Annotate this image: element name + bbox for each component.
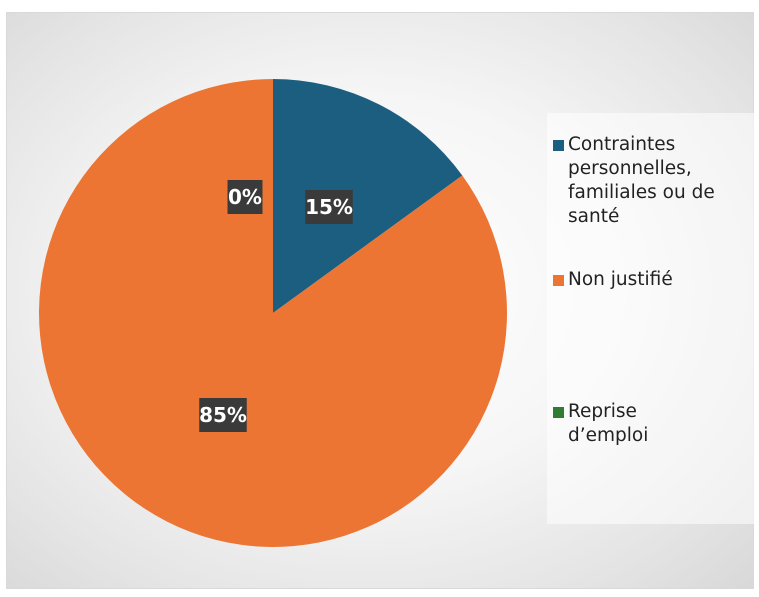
chart-area: 15% 85% 0% Contraintes personnelles, famil… xyxy=(6,12,755,589)
data-label-reprise-emploi: 0% xyxy=(227,180,263,214)
legend-swatch-reprise-emploi xyxy=(553,407,564,418)
data-label-box-reprise-emploi xyxy=(227,180,263,214)
data-label-non-justifie: 85% xyxy=(199,398,247,432)
legend-label-reprise-emploi: Reprise d’emploi xyxy=(568,401,649,446)
legend: Contraintes personnelles, familiales ou … xyxy=(547,113,755,524)
legend-label-contraintes: Contraintes personnelles, familiales ou … xyxy=(568,134,715,227)
legend-item-non-justifie: Non justifié xyxy=(553,268,718,292)
legend-label-non-justifie: Non justifié xyxy=(568,269,673,290)
data-label-text-contraintes: 15% xyxy=(305,195,353,219)
data-label-contraintes: 15% xyxy=(305,190,353,224)
data-label-text-reprise-emploi: 0% xyxy=(228,185,262,209)
legend-swatch-contraintes xyxy=(553,140,564,151)
data-label-box-contraintes xyxy=(305,190,353,224)
data-label-box-non-justifie xyxy=(199,398,247,432)
pie-chart: 15% 85% 0% xyxy=(38,79,507,548)
pie-slice-non-justifie xyxy=(38,79,507,548)
legend-swatch-non-justifie xyxy=(553,275,564,286)
legend-item-reprise-emploi: Reprise d’emploi xyxy=(553,400,718,448)
legend-item-contraintes: Contraintes personnelles, familiales ou … xyxy=(553,133,718,229)
pie-slice-contraintes xyxy=(273,79,463,313)
data-label-text-non-justifie: 85% xyxy=(199,403,247,427)
